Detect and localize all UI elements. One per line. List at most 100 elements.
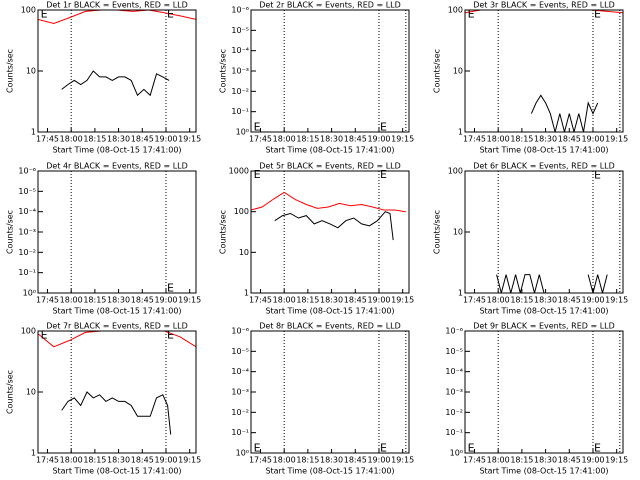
y-tick-label: 10⁻¹ — [445, 428, 463, 437]
y-tick-label: 10⁻⁶ — [231, 6, 249, 15]
y-tick-label: 100 — [448, 167, 463, 176]
x-tick-label: 18:15 — [83, 456, 106, 465]
y-tick-label: 10 — [26, 67, 36, 76]
panel-title: Det 3r BLACK = Events, RED = LLD — [473, 1, 615, 10]
plot-frame — [464, 9, 624, 133]
annotation: E — [594, 168, 601, 181]
annotation: E — [594, 7, 601, 20]
y-tick-label: 10⁻¹ — [231, 107, 249, 116]
x-tick-label: 18:30 — [320, 456, 343, 465]
y-tick-label: 10⁻² — [18, 248, 36, 257]
annotation: E — [380, 168, 387, 181]
y-tick-label: 10⁻² — [231, 408, 249, 417]
panel-title: Det 1r BLACK = Events, RED = LLD — [46, 1, 188, 10]
x-tick-label: 19:00 — [581, 135, 604, 144]
x-tick-label: 18:30 — [107, 135, 130, 144]
annotation: E — [254, 168, 261, 181]
x-tick-label: 19:15 — [605, 456, 628, 465]
x-tick-label: 18:00 — [487, 135, 510, 144]
annotation: E — [41, 328, 48, 341]
y-tick-label: 10⁻⁵ — [445, 347, 463, 356]
panel-title: Det 4r BLACK = Events, RED = LLD — [46, 162, 188, 171]
x-tick-label: 18:00 — [273, 296, 296, 305]
panel-title: Det 5r BLACK = Events, RED = LLD — [259, 162, 401, 171]
x-tick-label: 18:15 — [83, 296, 106, 305]
plot-frame — [37, 170, 197, 294]
x-tick-label: 18:45 — [344, 135, 367, 144]
series-line — [530, 94, 599, 133]
plot-frame — [37, 330, 197, 454]
y-tick-label: 10⁻³ — [231, 388, 249, 397]
annotation: E — [167, 281, 174, 294]
y-tick-label: 10⁻⁶ — [18, 167, 36, 176]
y-tick-label: 10⁻⁴ — [445, 367, 463, 376]
x-tick-label: 19:00 — [581, 296, 604, 305]
x-tick-label: 17:45 — [249, 456, 272, 465]
x-tick-label: 18:15 — [296, 135, 319, 144]
series-line — [274, 211, 394, 241]
x-tick-label: 18:45 — [131, 456, 154, 465]
x-axis-label: Start Time (08-Oct-15 17:41:00) — [52, 146, 181, 155]
y-tick-label: 100 — [21, 6, 36, 15]
x-axis-label: Start Time (08-Oct-15 17:41:00) — [52, 307, 181, 316]
x-tick-label: 18:15 — [510, 456, 533, 465]
x-axis-label: Start Time (08-Oct-15 17:41:00) — [479, 146, 608, 155]
y-tick-label: 1 — [458, 289, 463, 298]
y-axis-label: Counts/sec — [219, 49, 228, 93]
x-axis-label: Start Time (08-Oct-15 17:41:00) — [265, 467, 394, 476]
annotation: E — [167, 328, 174, 341]
y-tick-label: 10⁻² — [445, 408, 463, 417]
x-tick-label: 19:15 — [178, 296, 201, 305]
y-tick-label: 10⁻¹ — [231, 428, 249, 437]
panel-title: Det 9r BLACK = Events, RED = LLD — [473, 322, 615, 331]
series-line — [61, 391, 172, 435]
x-tick-label: 18:00 — [60, 135, 83, 144]
panel-title: Det 8r BLACK = Events, RED = LLD — [259, 322, 401, 331]
plot-frame — [250, 170, 410, 294]
x-axis-label: Start Time (08-Oct-15 17:41:00) — [265, 307, 394, 316]
x-tick-label: 17:45 — [463, 296, 486, 305]
y-tick-label: 1 — [244, 289, 249, 298]
x-axis-label: Start Time (08-Oct-15 17:41:00) — [479, 467, 608, 476]
y-axis-label: Counts/sec — [6, 370, 15, 414]
x-tick-label: 19:00 — [154, 296, 177, 305]
annotation: E — [167, 7, 174, 20]
x-axis-label: Start Time (08-Oct-15 17:41:00) — [52, 467, 181, 476]
y-tick-label: 100 — [21, 327, 36, 336]
x-tick-label: 18:30 — [107, 296, 130, 305]
y-tick-label: 10⁻³ — [445, 388, 463, 397]
y-tick-label: 10 — [453, 228, 463, 237]
x-tick-label: 18:30 — [534, 135, 557, 144]
y-tick-label: 10 — [26, 388, 36, 397]
x-tick-label: 17:45 — [36, 135, 59, 144]
plot-frame — [37, 9, 197, 133]
series-line — [250, 191, 406, 213]
y-tick-label: 1 — [31, 449, 36, 458]
annotation: E — [254, 120, 261, 133]
x-axis-label: Start Time (08-Oct-15 17:41:00) — [265, 146, 394, 155]
y-axis-label: Counts/sec — [433, 49, 442, 93]
plot-frame — [464, 330, 624, 454]
x-tick-label: 19:00 — [367, 296, 390, 305]
panel-title: Det 6r BLACK = Events, RED = LLD — [473, 162, 615, 171]
x-tick-label: 18:15 — [296, 296, 319, 305]
x-tick-label: 18:15 — [510, 135, 533, 144]
x-tick-label: 19:15 — [391, 296, 414, 305]
annotation: E — [468, 441, 475, 454]
x-tick-label: 18:00 — [273, 135, 296, 144]
x-tick-label: 18:00 — [487, 456, 510, 465]
y-tick-label: 100 — [448, 6, 463, 15]
y-tick-label: 10⁰ — [236, 449, 249, 458]
x-tick-label: 18:00 — [60, 456, 83, 465]
x-tick-label: 18:45 — [558, 135, 581, 144]
annotation: E — [380, 441, 387, 454]
x-tick-label: 18:30 — [534, 456, 557, 465]
y-tick-label: 10⁻⁵ — [18, 187, 36, 196]
x-tick-label: 19:15 — [391, 135, 414, 144]
y-tick-label: 10 — [453, 67, 463, 76]
x-tick-label: 18:15 — [296, 456, 319, 465]
y-tick-label: 10⁻⁴ — [18, 207, 36, 216]
x-tick-label: 18:30 — [534, 296, 557, 305]
x-tick-label: 17:45 — [249, 296, 272, 305]
x-tick-label: 19:15 — [605, 135, 628, 144]
